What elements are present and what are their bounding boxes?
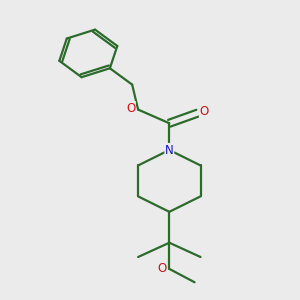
Text: O: O	[157, 262, 167, 275]
Text: N: N	[165, 143, 174, 157]
Text: O: O	[200, 105, 209, 118]
Text: O: O	[126, 102, 135, 115]
